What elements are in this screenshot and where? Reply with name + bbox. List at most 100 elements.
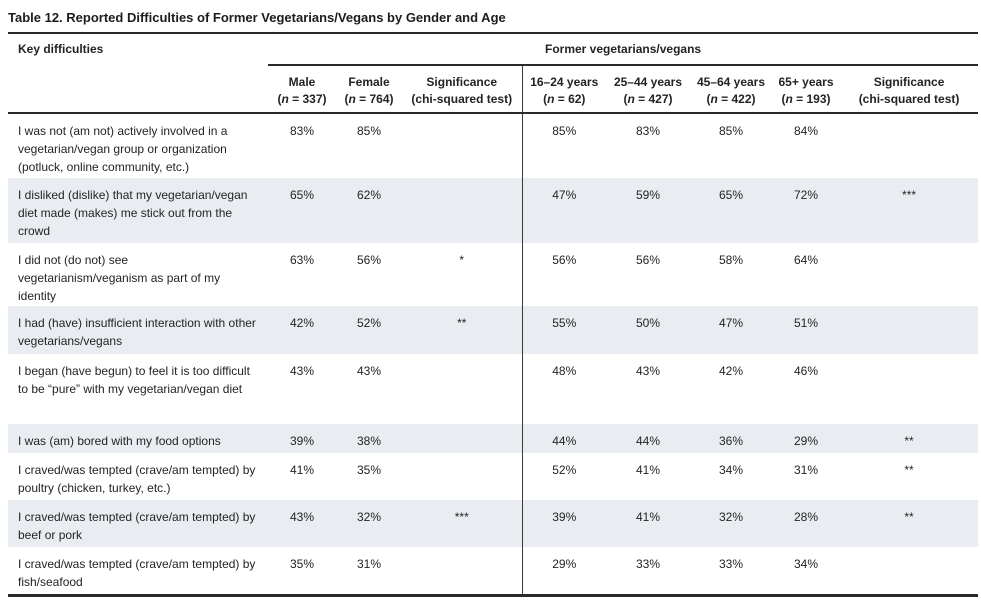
age-65plus-value: 34%	[793, 557, 819, 571]
age-16-24-value: 55%	[521, 306, 606, 354]
difficulty-cell: I craved/was tempted (crave/am tempted) …	[18, 463, 256, 495]
column-label: Significance	[873, 75, 945, 89]
difficulty-cell: I began (have begun) to feel it is too d…	[18, 364, 250, 396]
age-45-64-value: 33%	[718, 557, 744, 571]
significance-gender-value	[402, 547, 522, 595]
female-value: 62%	[356, 188, 382, 202]
significance-age-value: **	[904, 463, 914, 477]
column-label: Female	[348, 75, 390, 89]
female-value: 38%	[356, 434, 382, 448]
column-label: 65+ years	[778, 75, 834, 89]
column-sub: (chi-squared test)	[411, 92, 513, 106]
difficulty-cell: I was (am) bored with my food options	[18, 434, 221, 448]
female-value: 35%	[356, 463, 382, 477]
female-value: 52%	[356, 316, 382, 330]
age-45-64-value: 47%	[718, 316, 744, 330]
significance-age-value: **	[904, 510, 914, 524]
column-header-significance-gender: Significance (chi-squared test)	[402, 65, 522, 114]
age-65plus-value: 31%	[793, 463, 819, 477]
column-header-45-64: 45–64 years (n = 422)	[690, 65, 772, 114]
significance-gender-value: *	[459, 253, 465, 267]
age-45-64-value: 32%	[718, 510, 744, 524]
column-label: 25–44 years	[613, 75, 683, 89]
male-value: 43%	[289, 510, 315, 524]
column-n: (n = 427)	[623, 92, 673, 106]
female-value: 56%	[356, 253, 382, 267]
female-value: 31%	[356, 557, 382, 571]
table-title: Table 12. Reported Difficulties of Forme…	[8, 10, 506, 25]
age-25-44-value: 33%	[635, 557, 661, 571]
significance-age-value	[840, 547, 978, 595]
male-value: 35%	[289, 557, 315, 571]
age-65plus-value: 28%	[793, 510, 819, 524]
significance-gender-value: ***	[454, 510, 469, 524]
age-65plus-value: 72%	[793, 188, 819, 202]
column-header-25-44: 25–44 years (n = 427)	[606, 65, 690, 114]
female-value: 85%	[356, 124, 382, 138]
column-label: Significance	[426, 75, 498, 89]
male-value: 65%	[289, 188, 315, 202]
age-25-44-value: 83%	[635, 124, 661, 138]
table-row: I was (am) bored with my food options 39…	[8, 424, 979, 453]
age-25-44-value: 56%	[635, 253, 661, 267]
column-n: (n = 337)	[277, 92, 327, 106]
age-16-24-value: 48%	[521, 354, 606, 424]
age-65plus-value: 46%	[793, 364, 819, 378]
age-25-44-value: 59%	[635, 188, 661, 202]
table-row: I craved/was tempted (crave/am tempted) …	[8, 453, 978, 500]
age-65plus-value: 64%	[793, 253, 819, 267]
significance-age-value	[840, 243, 978, 306]
significance-age-value	[840, 113, 978, 178]
age-25-44-value: 43%	[635, 364, 661, 378]
significance-gender-value	[402, 113, 522, 178]
significance-age-value	[840, 306, 978, 354]
difficulty-cell: I craved/was tempted (crave/am tempted) …	[18, 510, 256, 542]
significance-gender-value: **	[457, 316, 467, 330]
significance-gender-value	[402, 424, 522, 453]
age-45-64-value: 85%	[718, 124, 744, 138]
age-16-24-value: 85%	[521, 113, 606, 178]
female-value: 43%	[356, 364, 382, 378]
column-n: (n = 764)	[344, 92, 394, 106]
age-65plus-value: 51%	[793, 316, 819, 330]
significance-age-value: ***	[902, 188, 917, 202]
table-row: I craved/was tempted (crave/am tempted) …	[8, 547, 978, 595]
group-header-former-vegetarians: Former vegetarians/vegans	[268, 33, 979, 66]
significance-gender-value	[402, 453, 522, 500]
age-25-44-value: 41%	[635, 510, 661, 524]
age-45-64-value: 58%	[718, 253, 744, 267]
column-header-male: Male (n = 337)	[268, 65, 336, 114]
column-n: (n = 422)	[706, 92, 756, 106]
table-row: I did not (do not) see vegetarianism/veg…	[8, 243, 978, 306]
age-16-24-value: 29%	[521, 547, 606, 595]
significance-age-value	[840, 354, 978, 424]
column-header-65plus: 65+ years (n = 193)	[772, 65, 840, 114]
age-25-44-value: 41%	[635, 463, 661, 477]
table-row: I had (have) insufficient interaction wi…	[8, 306, 979, 354]
age-45-64-value: 36%	[718, 434, 744, 448]
age-16-24-value: 39%	[521, 500, 606, 547]
column-header-female: Female (n = 764)	[336, 65, 402, 114]
difficulty-cell: I was not (am not) actively involved in …	[18, 124, 228, 174]
age-16-24-value: 44%	[521, 424, 606, 453]
column-n: (n = 193)	[781, 92, 831, 106]
female-value: 32%	[356, 510, 382, 524]
age-25-44-value: 44%	[635, 434, 661, 448]
column-label: Male	[288, 75, 316, 89]
difficulties-table: Key difficulties Former vegetarians/vega…	[8, 32, 979, 597]
column-header-16-24: 16–24 years (n = 62)	[521, 65, 606, 114]
age-16-24-value: 56%	[521, 243, 606, 306]
column-header-row: Male (n = 337) Female (n = 764) Signific…	[8, 65, 979, 114]
column-sub: (chi-squared test)	[858, 92, 960, 106]
significance-gender-value	[402, 178, 522, 243]
male-value: 63%	[289, 253, 315, 267]
age-25-44-value: 50%	[635, 316, 661, 330]
significance-gender-value	[402, 354, 522, 424]
male-value: 39%	[289, 434, 315, 448]
age-16-24-value: 52%	[521, 453, 606, 500]
table-row: I disliked (dislike) that my vegetarian/…	[8, 178, 979, 243]
group-header-row: Key difficulties Former vegetarians/vega…	[8, 33, 979, 114]
difficulty-cell: I disliked (dislike) that my vegetarian/…	[18, 188, 248, 238]
age-65plus-value: 84%	[793, 124, 819, 138]
